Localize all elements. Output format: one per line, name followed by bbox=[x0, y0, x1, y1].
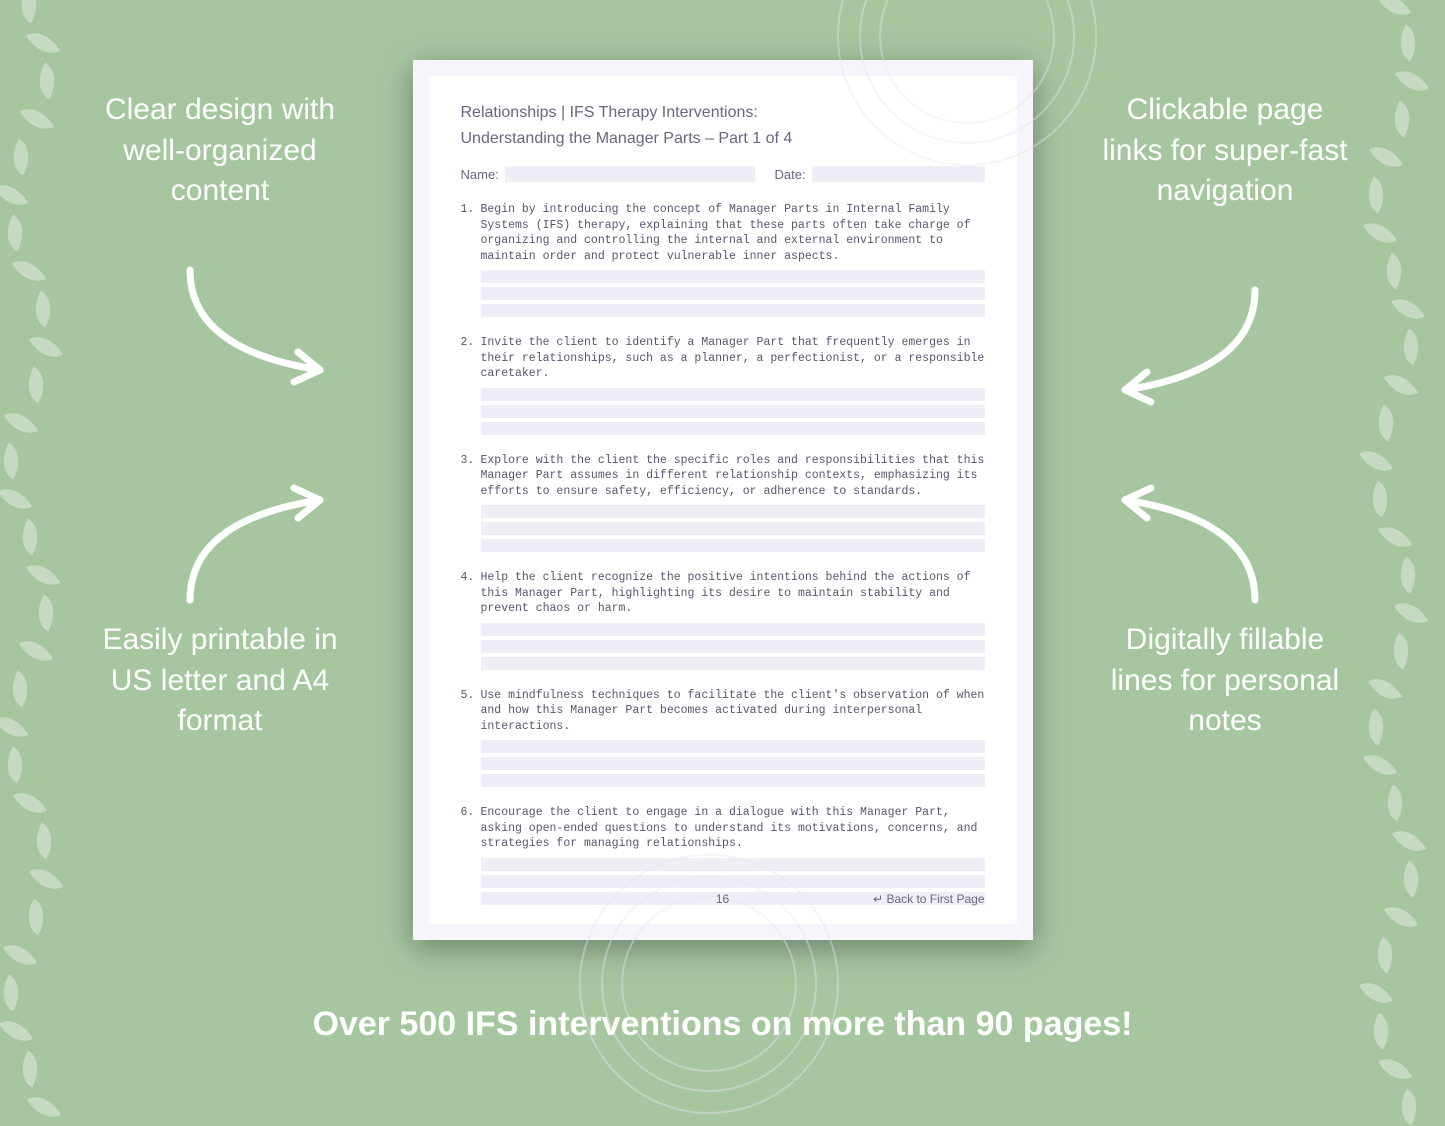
fill-line[interactable] bbox=[481, 774, 985, 787]
item-body: Encourage the client to engage in a dial… bbox=[481, 805, 985, 852]
fill-line[interactable] bbox=[481, 388, 985, 401]
item-text: 1.Begin by introducing the concept of Ma… bbox=[461, 202, 985, 264]
arrow-top-right bbox=[1095, 280, 1275, 420]
fill-line[interactable] bbox=[481, 304, 985, 317]
page-number: 16 bbox=[716, 892, 729, 906]
fill-lines bbox=[481, 270, 985, 317]
date-label: Date: bbox=[775, 167, 806, 182]
fill-line[interactable] bbox=[481, 287, 985, 300]
fill-line[interactable] bbox=[481, 539, 985, 552]
name-date-row: Name: Date: bbox=[461, 166, 985, 182]
back-to-first-link[interactable]: ↵ Back to First Page bbox=[873, 892, 984, 906]
item-text: 3.Explore with the client the specific r… bbox=[461, 453, 985, 500]
item-2: 2.Invite the client to identify a Manage… bbox=[461, 335, 985, 435]
item-1: 1.Begin by introducing the concept of Ma… bbox=[461, 202, 985, 317]
page-footer: 16 ↵ Back to First Page bbox=[461, 892, 985, 906]
item-3: 3.Explore with the client the specific r… bbox=[461, 453, 985, 553]
item-text: 5.Use mindfulness techniques to facilita… bbox=[461, 688, 985, 735]
item-body: Explore with the client the specific rol… bbox=[481, 453, 985, 500]
item-number: 2. bbox=[461, 335, 475, 382]
item-body: Begin by introducing the concept of Mana… bbox=[481, 202, 985, 264]
fill-lines bbox=[481, 505, 985, 552]
callout-bottom-right: Digitally fillable lines for personal no… bbox=[1100, 620, 1350, 742]
fill-line[interactable] bbox=[481, 522, 985, 535]
fill-lines bbox=[481, 388, 985, 435]
items-list: 1.Begin by introducing the concept of Ma… bbox=[461, 202, 985, 905]
item-5: 5.Use mindfulness techniques to facilita… bbox=[461, 688, 985, 788]
callout-top-right: Clickable page links for super-fast navi… bbox=[1100, 90, 1350, 212]
arrow-bottom-left bbox=[170, 470, 350, 610]
item-text: 4.Help the client recognize the positive… bbox=[461, 570, 985, 617]
vine-decor-right bbox=[1365, 0, 1445, 1084]
name-field[interactable] bbox=[505, 166, 755, 182]
fill-line[interactable] bbox=[481, 405, 985, 418]
fill-lines bbox=[481, 623, 985, 670]
callout-bottom-left: Easily printable in US letter and A4 for… bbox=[95, 620, 345, 742]
fill-line[interactable] bbox=[481, 757, 985, 770]
date-field[interactable] bbox=[812, 166, 985, 182]
fill-line[interactable] bbox=[481, 740, 985, 753]
fill-line[interactable] bbox=[481, 505, 985, 518]
arrow-top-left bbox=[170, 260, 350, 400]
worksheet-page: Relationships | IFS Therapy Intervention… bbox=[413, 60, 1033, 940]
vine-decor-left bbox=[0, 0, 80, 1084]
name-label: Name: bbox=[461, 167, 499, 182]
arrow-bottom-right bbox=[1095, 470, 1275, 610]
item-4: 4.Help the client recognize the positive… bbox=[461, 570, 985, 670]
callout-top-left: Clear design with well-organized content bbox=[95, 90, 345, 212]
item-number: 6. bbox=[461, 805, 475, 852]
fill-line[interactable] bbox=[481, 657, 985, 670]
fill-line[interactable] bbox=[481, 270, 985, 283]
fill-line[interactable] bbox=[481, 623, 985, 636]
fill-line[interactable] bbox=[481, 640, 985, 653]
item-body: Use mindfulness techniques to facilitate… bbox=[481, 688, 985, 735]
fill-line[interactable] bbox=[481, 422, 985, 435]
item-text: 6.Encourage the client to engage in a di… bbox=[461, 805, 985, 852]
item-text: 2.Invite the client to identify a Manage… bbox=[461, 335, 985, 382]
item-number: 1. bbox=[461, 202, 475, 264]
bottom-banner: Over 500 IFS interventions on more than … bbox=[0, 1005, 1445, 1044]
item-number: 3. bbox=[461, 453, 475, 500]
item-number: 5. bbox=[461, 688, 475, 735]
worksheet-page-inner: Relationships | IFS Therapy Intervention… bbox=[429, 76, 1017, 924]
fill-lines bbox=[481, 740, 985, 787]
item-number: 4. bbox=[461, 570, 475, 617]
item-body: Invite the client to identify a Manager … bbox=[481, 335, 985, 382]
item-body: Help the client recognize the positive i… bbox=[481, 570, 985, 617]
